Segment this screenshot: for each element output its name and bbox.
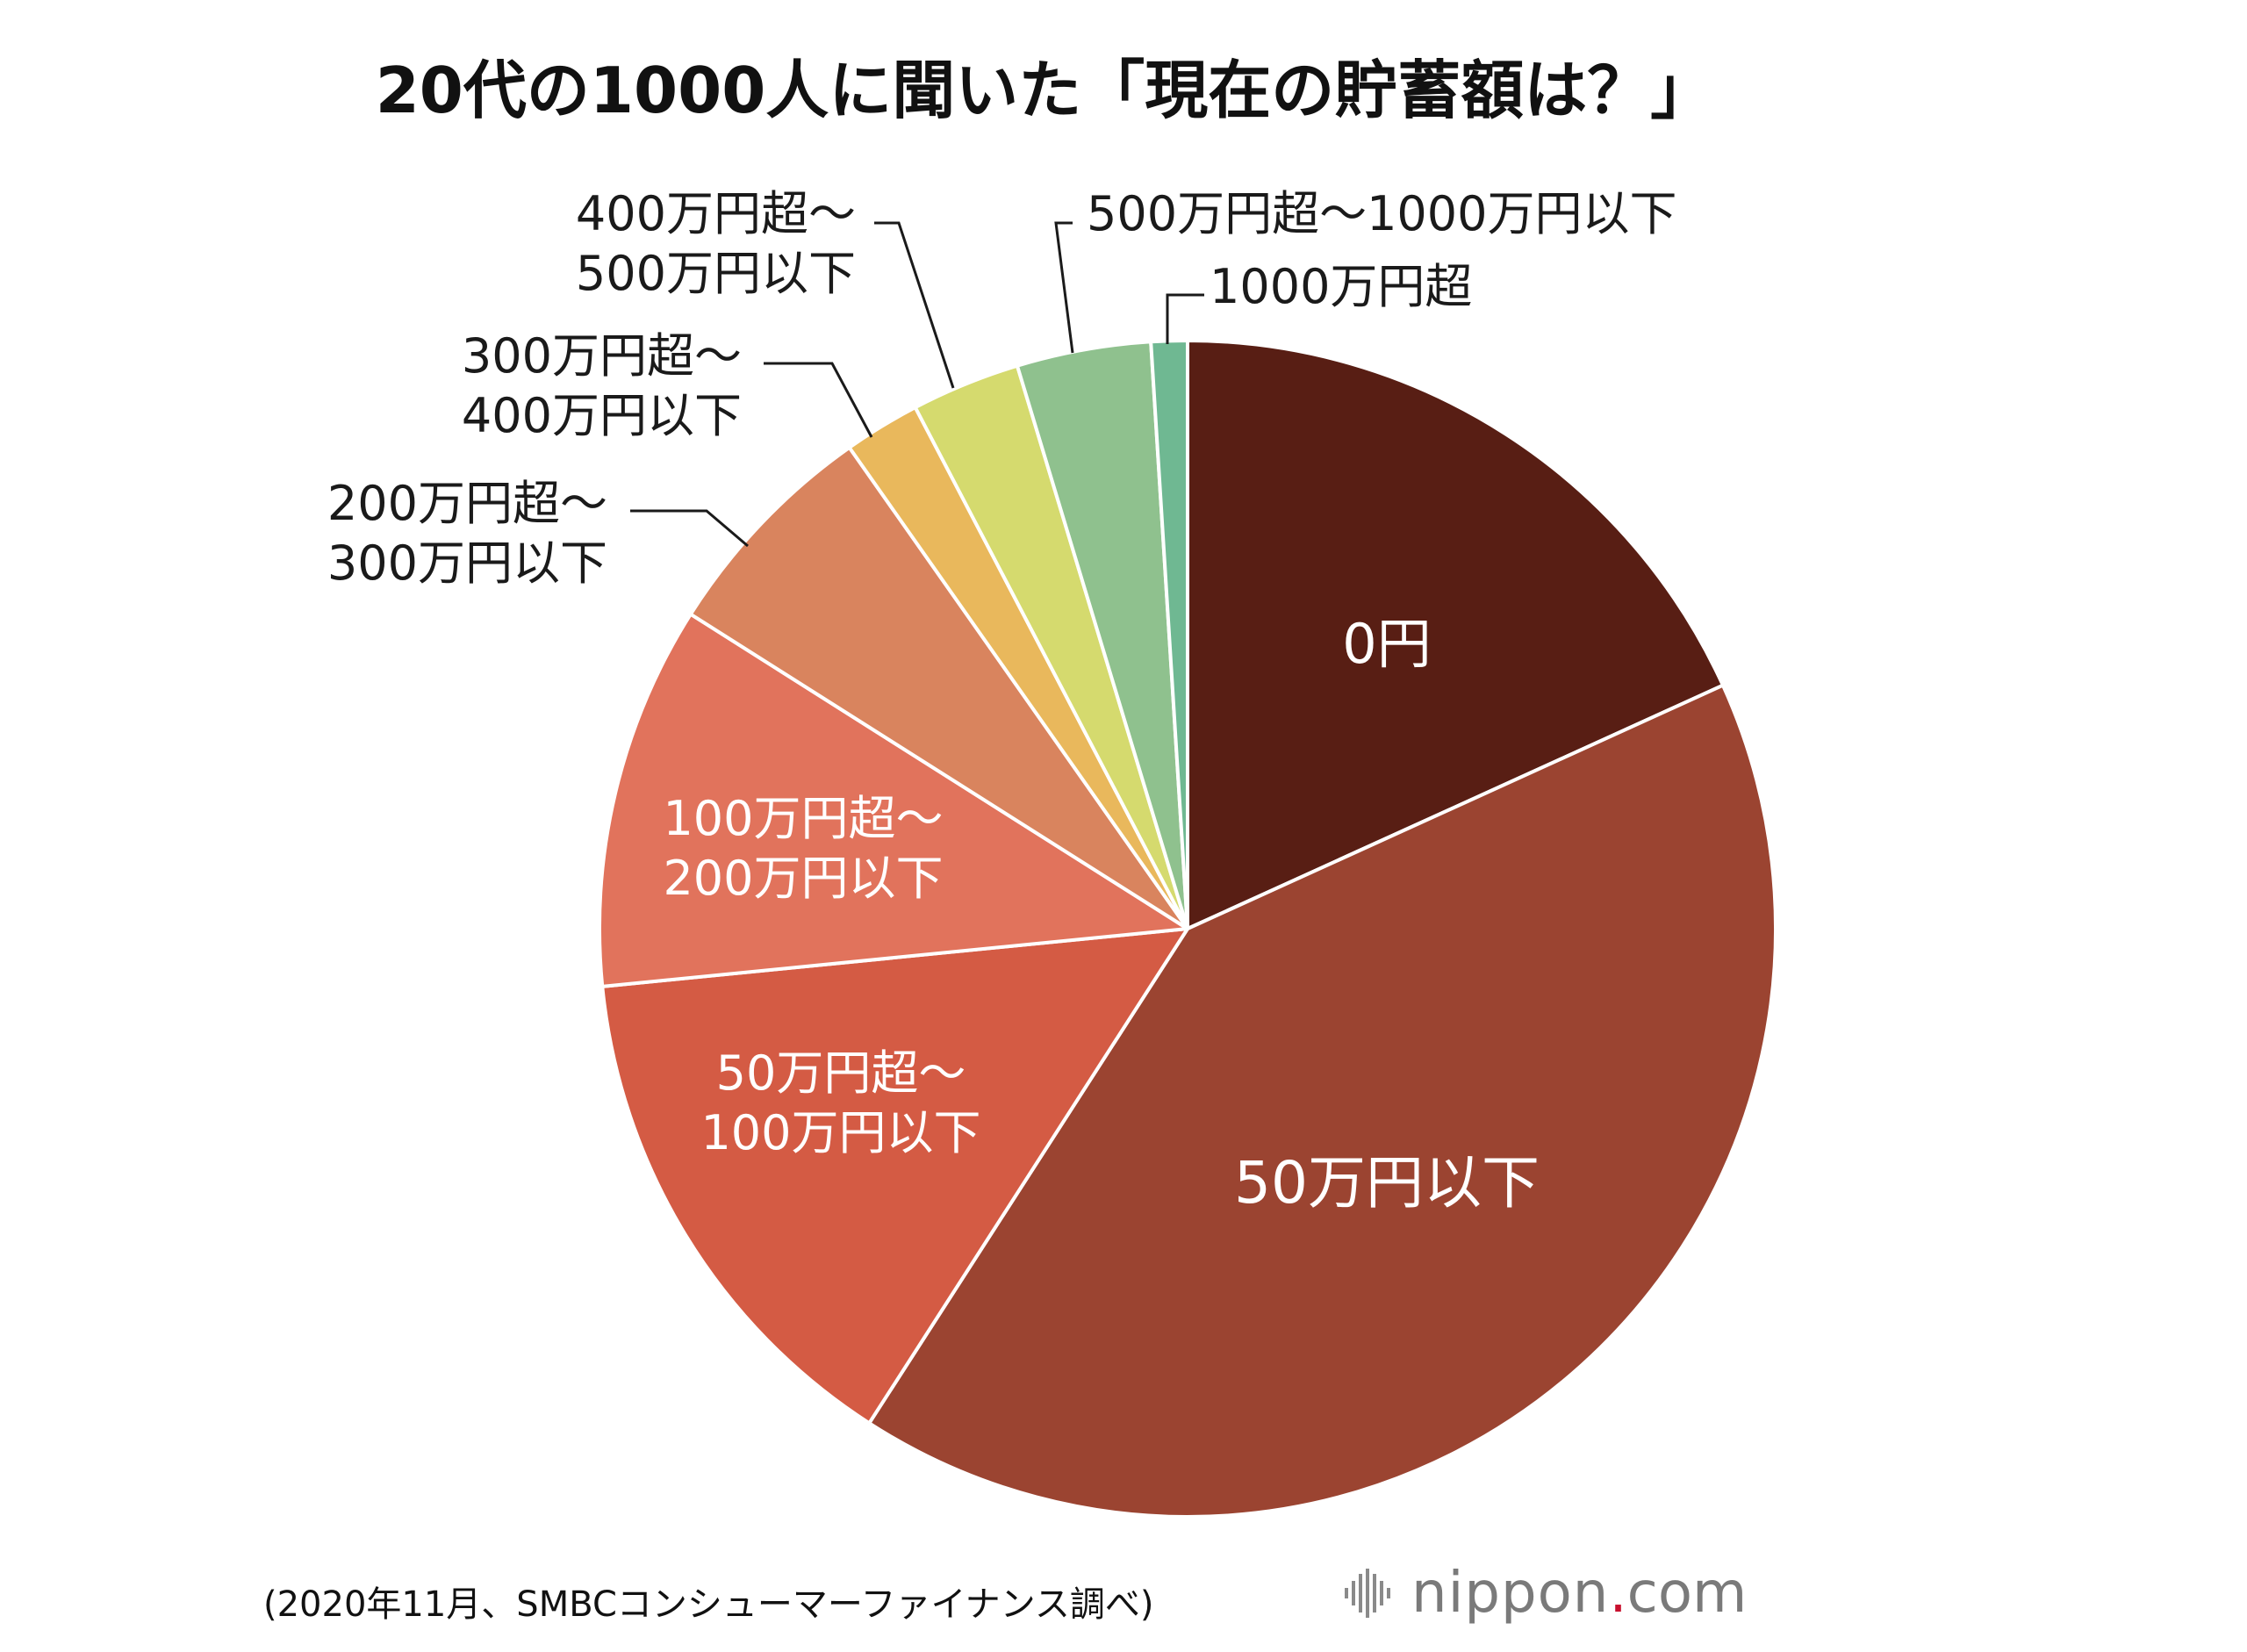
slice-label-2: 50万円超〜 100万円以下 — [700, 1045, 980, 1160]
slice-label-4: 200万円超〜 300万円以下 — [327, 476, 607, 591]
slice-label-line: 400万円以下 — [462, 388, 742, 443]
brand-dot: . — [1609, 1561, 1627, 1626]
leader-line-4 — [630, 509, 749, 548]
brand-logo: nippon. com — [1343, 1561, 1747, 1626]
slice-label-line: 300万円以下 — [327, 535, 607, 591]
leader-line-6 — [874, 221, 955, 389]
leader-line-8 — [1166, 293, 1204, 344]
slice-label-6: 400万円超〜 500万円以下 — [576, 186, 856, 301]
sound-wave-icon — [1343, 1569, 1396, 1618]
slice-label-3: 100万円超〜 200万円以下 — [663, 791, 943, 906]
leader-line-5 — [764, 362, 873, 438]
slice-label-1: 50万円以下 — [1234, 1149, 1540, 1217]
slice-label-line: 0円 — [1342, 612, 1431, 676]
pie-slices — [598, 339, 1777, 1519]
slice-label-line: 500万円超〜1000万円以下 — [1087, 186, 1677, 241]
slice-label-line: 100万円超〜 — [663, 791, 943, 846]
slice-label-line: 1000万円超 — [1210, 259, 1472, 314]
pie-slice-0 — [1186, 339, 1725, 930]
slice-label-line: 500万円以下 — [576, 246, 856, 301]
slice-label-line: 200万円超〜 — [327, 476, 607, 531]
brand-name: nippon — [1411, 1561, 1610, 1626]
slice-label-line: 50万円以下 — [1234, 1149, 1540, 1217]
chart-title: 20代の1000人に聞いた「現在の貯蓄額は？」 — [376, 54, 1714, 127]
slice-label-line: 100万円以下 — [700, 1105, 980, 1160]
slice-label-7: 500万円超〜1000万円以下 — [1087, 186, 1677, 241]
pie-slice-4 — [688, 445, 1189, 930]
slice-label-line: 200万円以下 — [663, 851, 943, 906]
brand-tld: com — [1626, 1561, 1748, 1626]
pie-slice-3 — [598, 612, 1189, 988]
slice-label-line: 300万円超〜 — [462, 328, 742, 384]
slice-label-line: 400万円超〜 — [576, 186, 856, 241]
source-note: (2020年11月、SMBCコンシューマーファイナンス調べ) — [263, 1584, 1154, 1625]
slice-label-0: 0円 — [1342, 612, 1431, 676]
slice-label-5: 300万円超〜 400万円以下 — [462, 328, 742, 443]
pie-slice-1 — [867, 683, 1777, 1519]
slice-label-line: 50万円超〜 — [716, 1045, 966, 1101]
slice-label-8: 1000万円超 — [1210, 259, 1472, 314]
leader-line-7 — [1054, 221, 1074, 354]
leader-lines — [630, 221, 1204, 548]
pie-slice-8 — [1149, 339, 1189, 930]
pie-slice-2 — [600, 927, 1189, 1426]
